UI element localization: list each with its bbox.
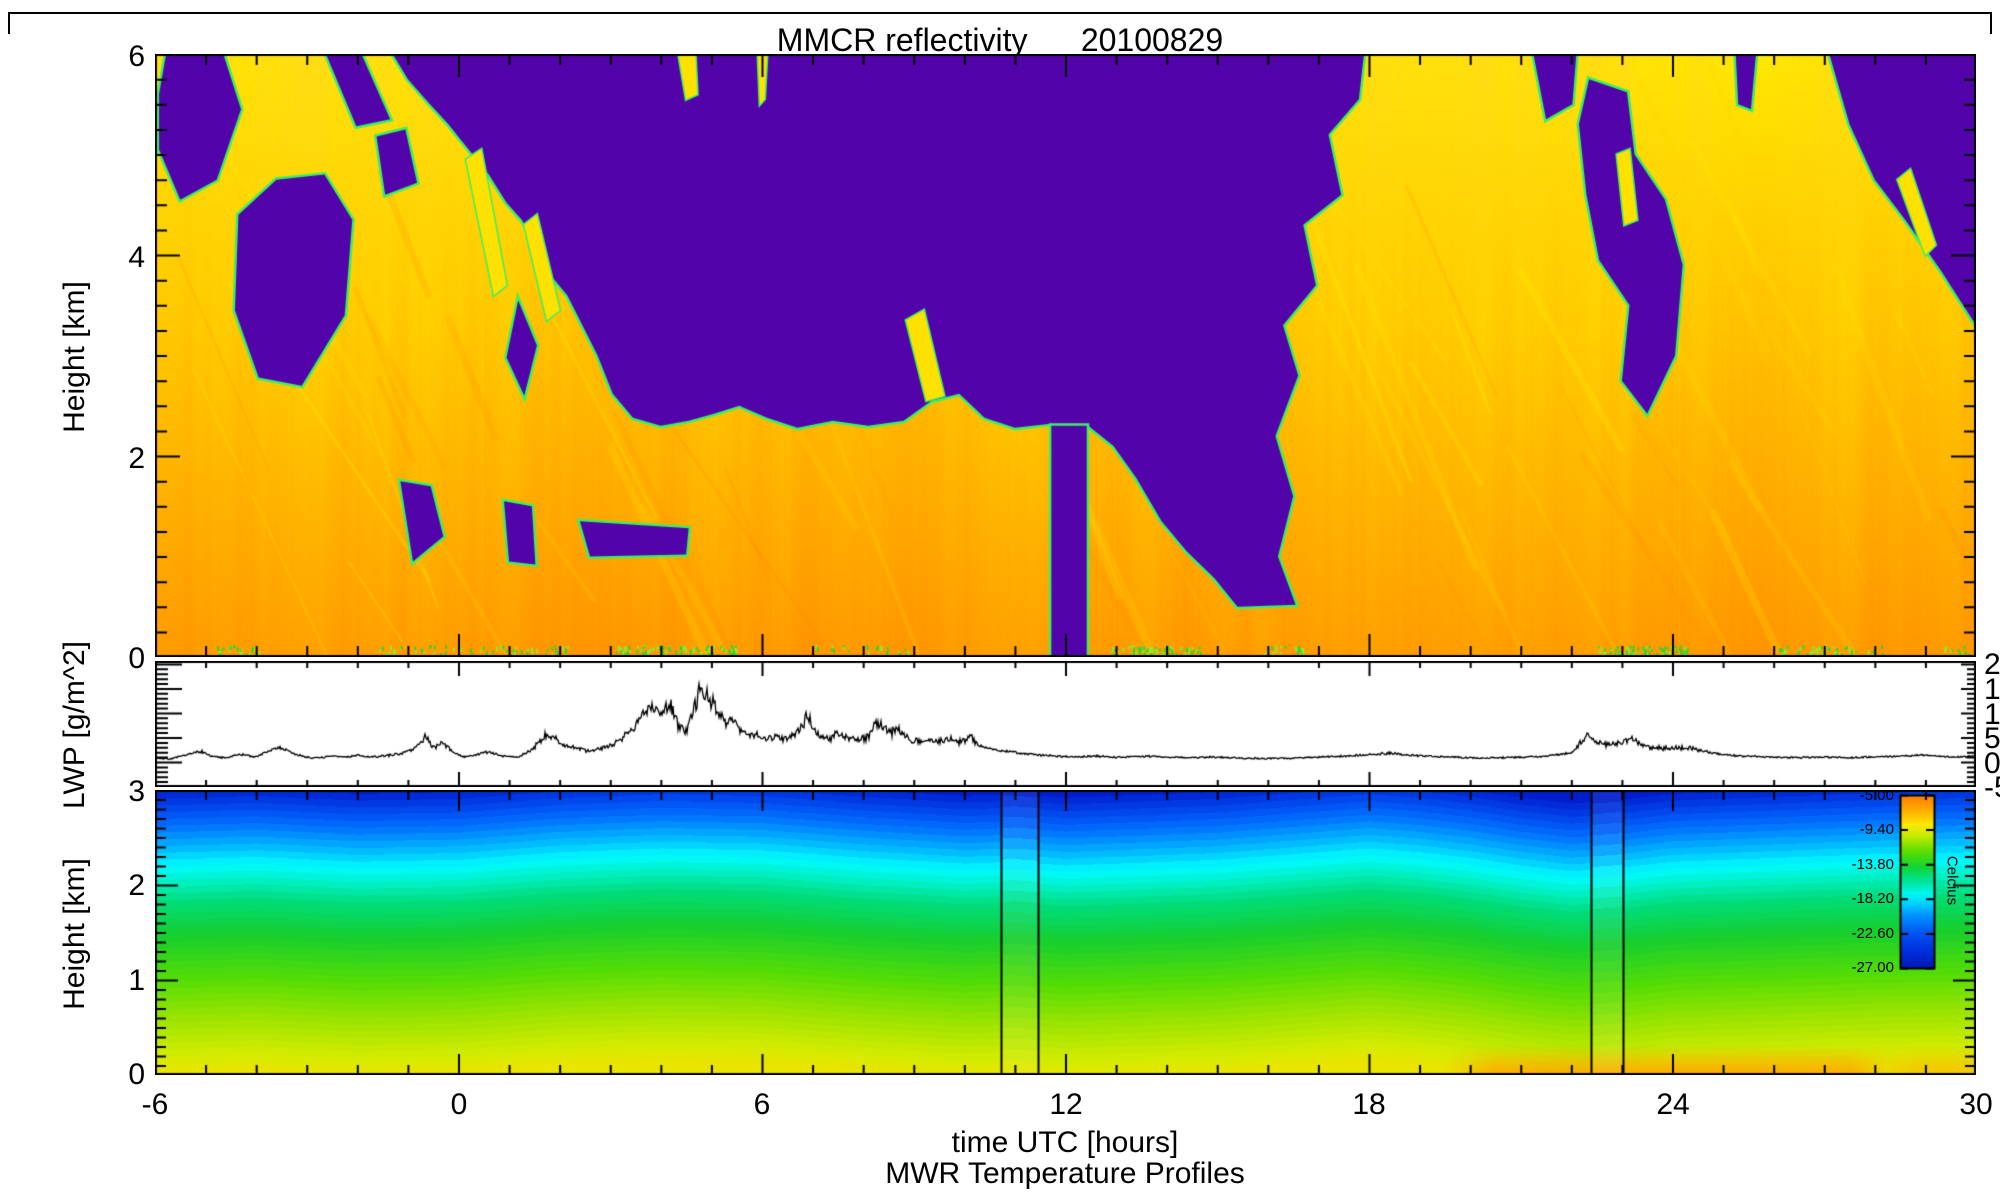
- figure-title: MMCR reflectivity 20100829: [0, 22, 2000, 59]
- xtick-m6: -6: [141, 1088, 169, 1121]
- outer-border-right-stub: [1990, 12, 1992, 34]
- temp-ytick-0: 0: [128, 1058, 145, 1091]
- bottom-height-axis-label: Height [km]: [58, 858, 91, 1010]
- time-axis-title: time UTC [hours]: [951, 1126, 1179, 1159]
- refl-ytick-4: 4: [128, 241, 145, 274]
- colorbar-label-2: -13.80: [1851, 856, 1894, 873]
- temperature-heatmap: [155, 790, 1976, 1075]
- lwp-axis-label: LWP [g/m^2]: [58, 640, 91, 810]
- xtick-24: 24: [1656, 1088, 1690, 1121]
- xtick-6: 6: [753, 1088, 771, 1121]
- xtick-18: 18: [1352, 1088, 1386, 1121]
- lwp-ytick-150: 150: [1984, 673, 2000, 706]
- xtick-12: 12: [1049, 1088, 1083, 1121]
- title-date: 20100829: [1080, 22, 1224, 58]
- colorbar-label-1: -9.40: [1859, 821, 1894, 838]
- reflectivity-heatmap: [155, 54, 1976, 657]
- refl-ytick-2: 2: [128, 442, 145, 475]
- lwp-ytick-200: 200: [1984, 648, 2000, 681]
- colorbar-label-5: -27.00: [1851, 959, 1894, 976]
- outer-border-top: [8, 12, 1992, 14]
- temp-ytick-3: 3: [128, 775, 145, 808]
- xtick-30: 30: [1959, 1088, 1993, 1121]
- lwp-timeseries: [155, 661, 1976, 787]
- title-spacer: [1027, 22, 1080, 58]
- colorbar-label-0: -5.00: [1859, 787, 1894, 804]
- title-text: MMCR reflectivity: [776, 22, 1028, 58]
- refl-ytick-0: 0: [128, 642, 145, 675]
- colorbar-label-4: -22.60: [1851, 925, 1894, 942]
- mwr-panel-title: MWR Temperature Profiles: [885, 1157, 1245, 1190]
- lwp-ytick-0: 0: [1984, 747, 2000, 780]
- lwp-ytick-100: 100: [1984, 698, 2000, 731]
- xtick-0: 0: [450, 1088, 468, 1121]
- top-height-axis-label: Height [km]: [58, 281, 91, 433]
- refl-ytick-6: 6: [128, 40, 145, 73]
- temp-ytick-1: 1: [128, 964, 145, 997]
- colorbar-label-3: -18.20: [1851, 890, 1894, 907]
- lwp-ytick-50: 50: [1984, 722, 2000, 755]
- lwp-ytick-m50: -50: [1984, 771, 2000, 804]
- temp-ytick-2: 2: [128, 869, 145, 902]
- outer-border-left-stub: [8, 12, 10, 34]
- colorbar-title: Celcius: [1943, 855, 1961, 906]
